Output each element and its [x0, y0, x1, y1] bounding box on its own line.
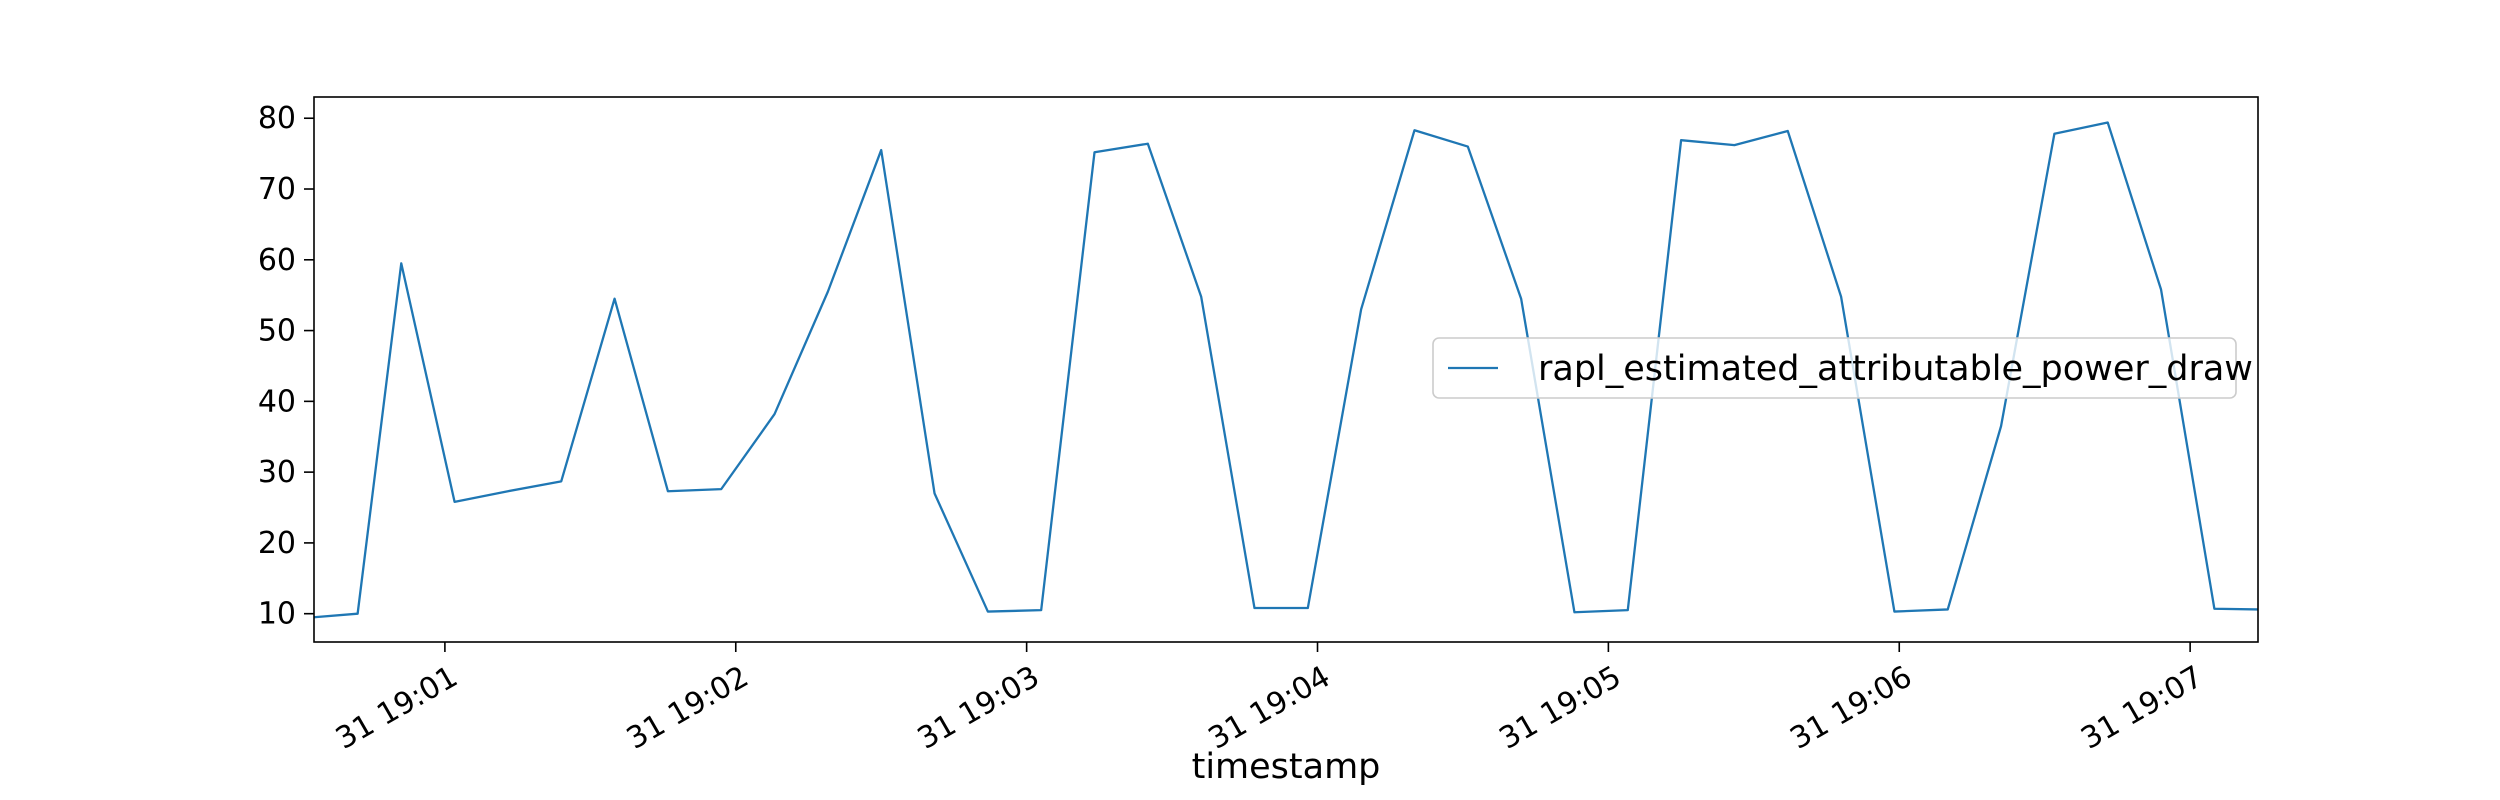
y-tick-label: 20: [258, 526, 296, 561]
x-axis-title: timestamp: [1192, 747, 1381, 787]
x-tick-label: 31 19:07: [2075, 659, 2209, 756]
x-tick-label: 31 19:06: [1784, 659, 1918, 756]
x-tick-label: 31 19:01: [330, 659, 464, 756]
x-tick-label: 31 19:04: [1203, 659, 1337, 756]
legend-label: rapl_estimated_attributable_power_draw: [1538, 349, 2253, 389]
y-tick-label: 40: [258, 384, 296, 419]
x-tick-label: 31 19:02: [621, 659, 755, 756]
y-tick-label: 30: [258, 455, 296, 490]
y-tick-label: 10: [258, 597, 296, 632]
x-tick-label: 31 19:03: [912, 659, 1046, 756]
legend: rapl_estimated_attributable_power_draw: [1432, 337, 2253, 399]
x-tick-label: 31 19:05: [1493, 659, 1627, 756]
x-axis: 31 19:01 31 19:02 31 19:03 31 19:04 31 19:05…: [330, 642, 2209, 757]
plot-area-frame: [313, 96, 2259, 643]
y-tick-label: 50: [258, 314, 296, 349]
y-tick-label: 80: [258, 101, 296, 136]
series-line-rapl_estimated_attributable_power_draw: [313, 121, 2259, 619]
series-layer: [313, 121, 2259, 619]
y-axis: 10 20 30 40 50 60 70 80: [258, 101, 314, 632]
y-tick-label: 60: [258, 243, 296, 278]
y-tick-label: 70: [258, 172, 296, 207]
legend-box: [1432, 337, 2237, 399]
